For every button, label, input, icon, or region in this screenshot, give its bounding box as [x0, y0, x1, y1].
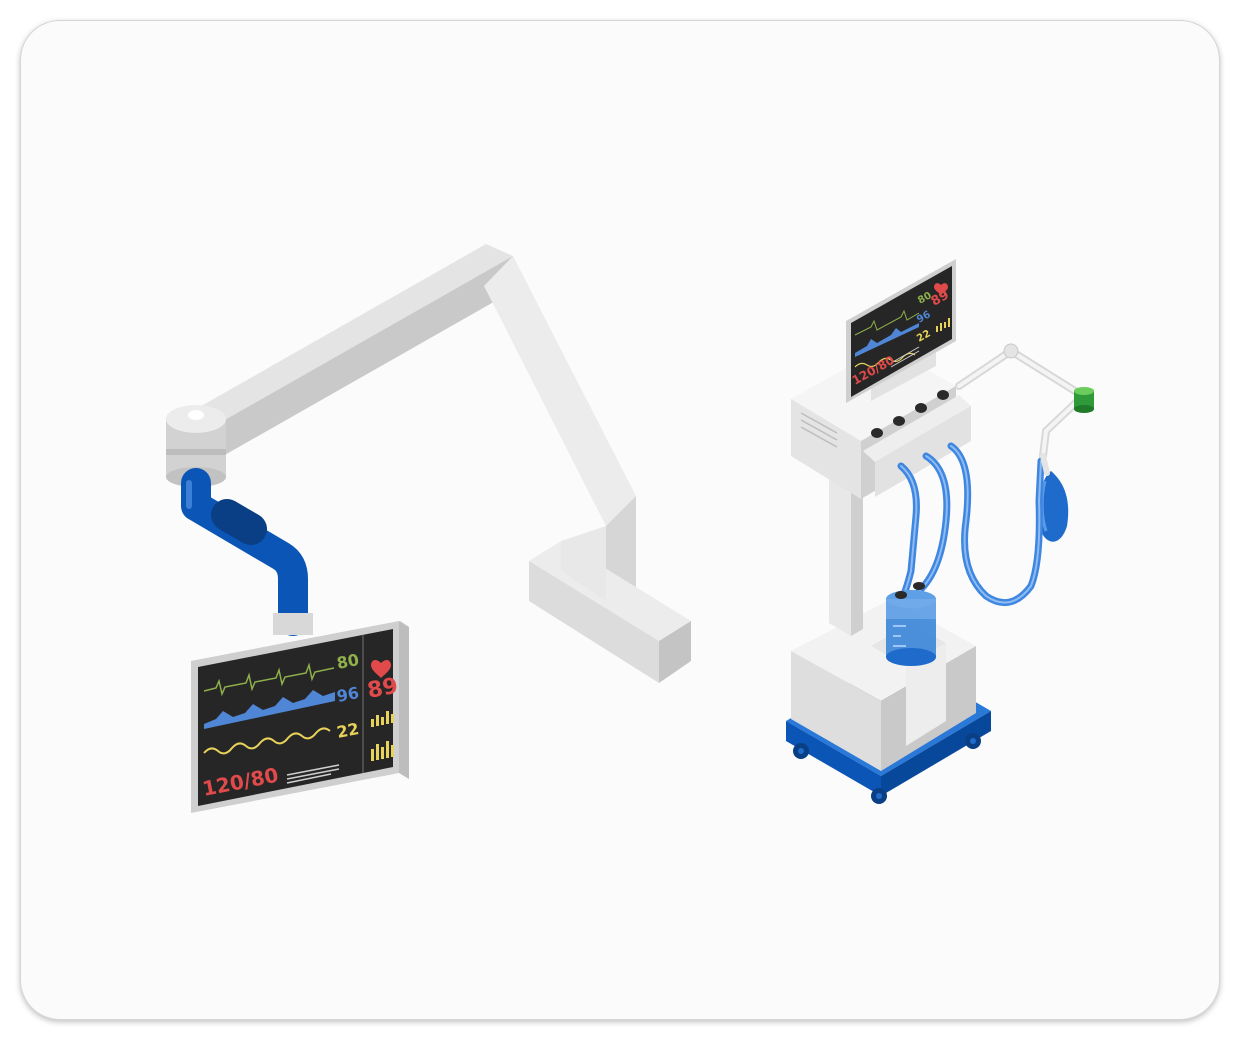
heart-rate-value: 80	[335, 650, 360, 673]
resp-rate-value: 22	[335, 719, 360, 742]
control-knob	[871, 390, 949, 438]
ventilator-hoses	[897, 442, 1050, 607]
heart-icon	[934, 283, 948, 295]
ventilator-cart	[786, 346, 991, 804]
large-monitor: 80 96 22 120/80 89	[191, 621, 409, 813]
blue-pipe	[181, 468, 313, 636]
green-valve	[1074, 387, 1094, 413]
bar-graph-icon	[936, 318, 950, 332]
spo2-value: 96	[335, 683, 360, 706]
humidifier-jar	[886, 582, 936, 666]
small-monitor: 80 96 22 120/80 89	[846, 259, 956, 403]
pulse-value: 89	[365, 674, 400, 704]
ecg-waveform	[203, 662, 335, 697]
spo2-waveform	[204, 690, 335, 729]
illustration-frame: 80 96 22 120/80 89	[20, 20, 1220, 1020]
bar-graph-icon	[371, 741, 394, 761]
circuit-arm	[955, 343, 1091, 460]
resp-waveform	[203, 727, 331, 755]
heart-icon	[371, 659, 391, 678]
ceiling-arm	[196, 244, 691, 683]
medical-equipment-illustration: 80 96 22 120/80 89	[166, 244, 1094, 813]
bar-graph-icon	[371, 711, 394, 727]
